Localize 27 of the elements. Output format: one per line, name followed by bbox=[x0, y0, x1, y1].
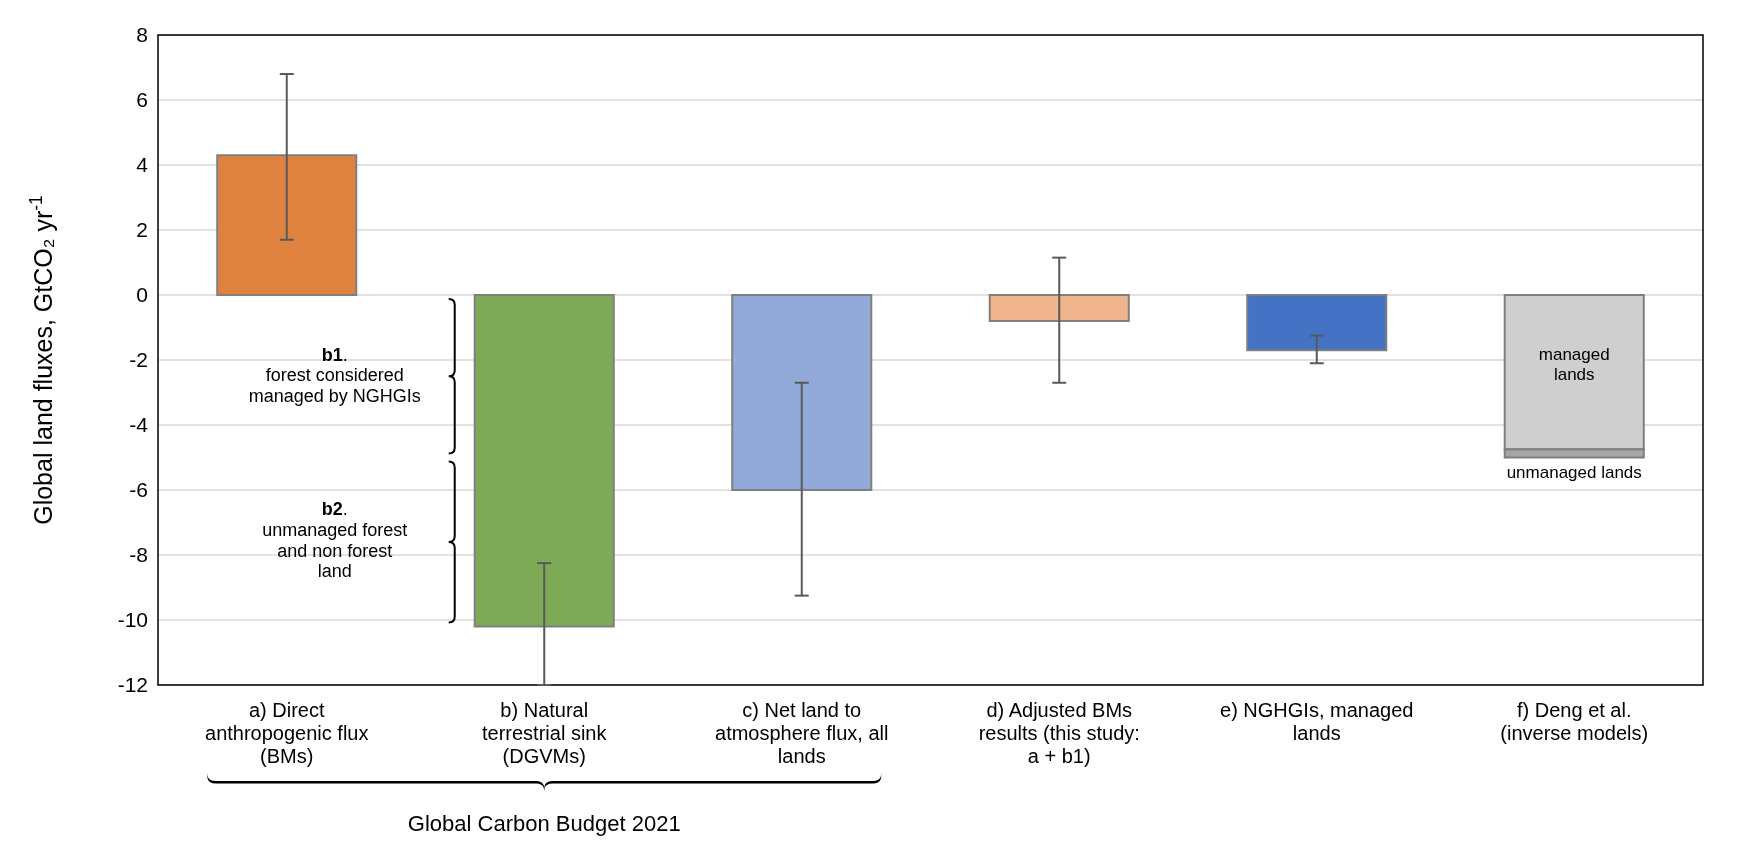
y-tick-label: -2 bbox=[129, 348, 148, 372]
series-label: managed lands bbox=[1538, 345, 1610, 384]
annotation: b1. forest considered managed by NGHGIs bbox=[248, 344, 421, 406]
y-tick-label: -4 bbox=[129, 413, 149, 437]
bar bbox=[731, 294, 873, 491]
y-tick-label: 6 bbox=[136, 88, 148, 112]
y-tick-label: -10 bbox=[117, 608, 148, 632]
y-tick-label: -8 bbox=[129, 543, 148, 567]
text: Global Carbon Budget 2021 bbox=[407, 811, 681, 836]
y-tick-label: 0 bbox=[136, 283, 148, 307]
y-tick-label: 4 bbox=[136, 153, 149, 177]
y-tick-label: 8 bbox=[136, 23, 148, 47]
bar bbox=[1246, 294, 1388, 352]
bar bbox=[473, 294, 615, 628]
y-tick-label: -6 bbox=[129, 478, 148, 502]
x-tick-label: f) Deng et al. (inverse models) bbox=[1500, 699, 1649, 744]
x-tick-label: e) NGHGIs, managed lands bbox=[1220, 699, 1414, 744]
y-tick-label: 2 bbox=[136, 218, 148, 242]
bar bbox=[988, 294, 1130, 322]
series-label: unmanaged lands bbox=[1506, 462, 1642, 482]
y-tick-label: -12 bbox=[117, 673, 148, 697]
x-tick-label: b) Natural terrestrial sink (DGVMs) bbox=[482, 699, 608, 767]
annotation: b2. unmanaged forest and non forest land bbox=[262, 499, 408, 582]
x-tick-label: a) Direct anthropogenic flux (BMs) bbox=[205, 699, 369, 767]
bar bbox=[216, 154, 358, 296]
x-tick-label: c) Net land to atmosphere flux, all lands bbox=[715, 699, 889, 767]
x-tick-label: d) Adjusted BMs results (this study: a + b1) bbox=[978, 699, 1140, 767]
